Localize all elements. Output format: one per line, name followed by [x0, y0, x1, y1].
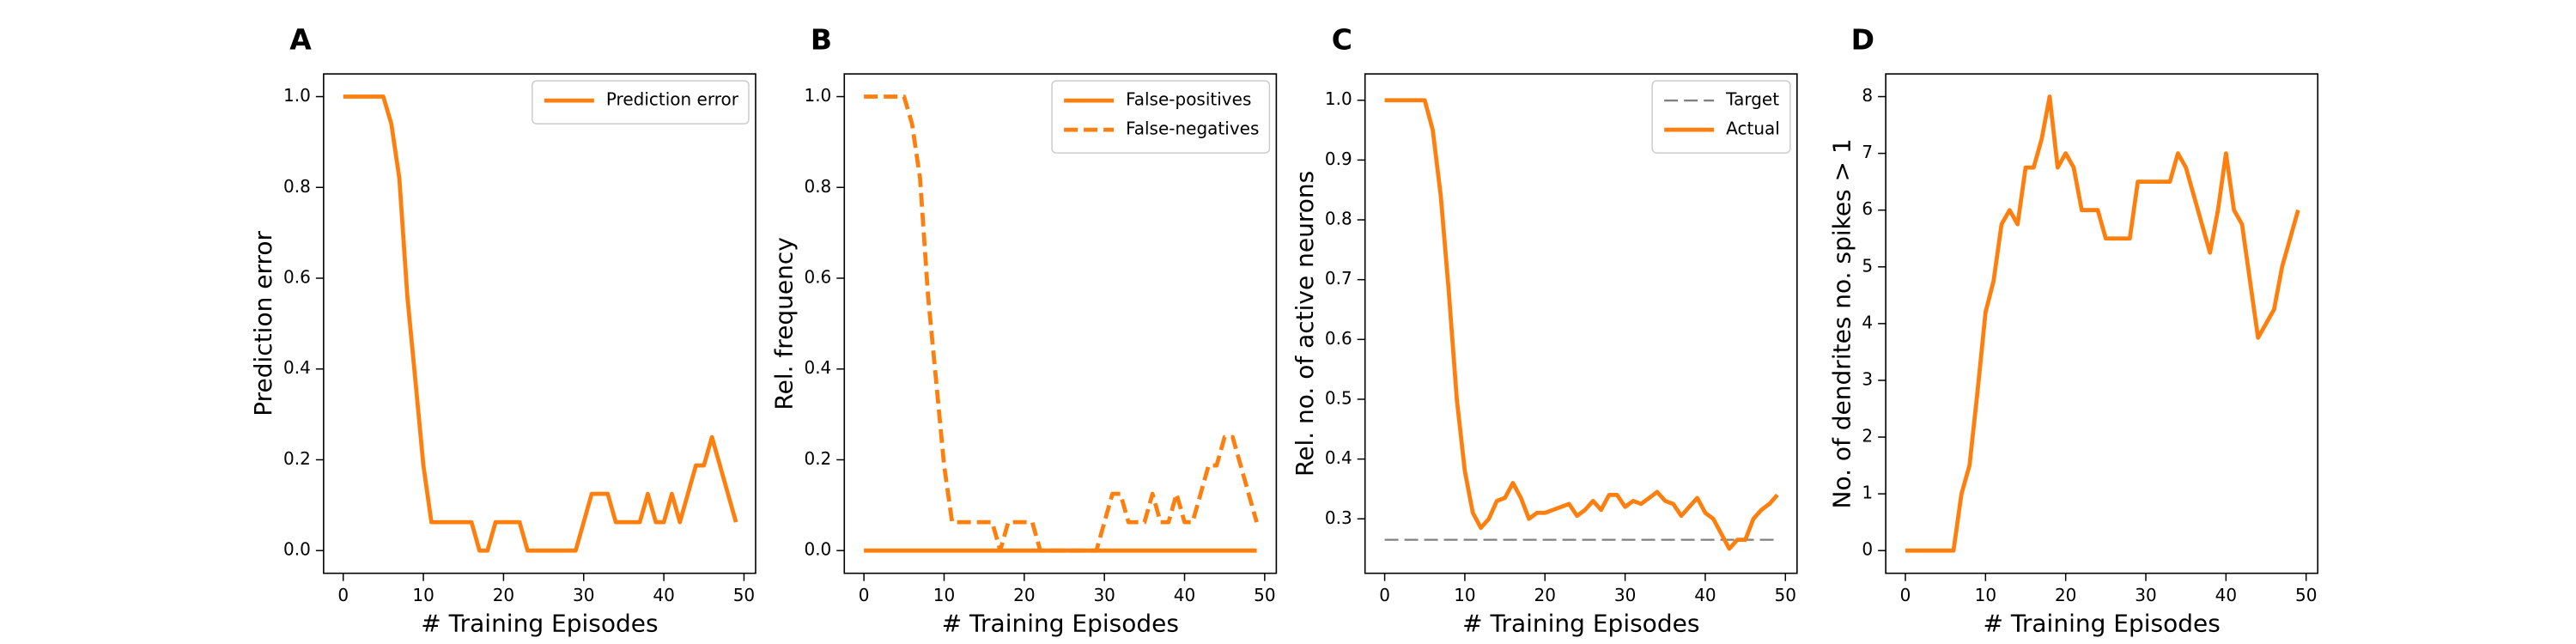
legend-label: False-negatives	[1126, 118, 1259, 139]
x-tick-label: 40	[1694, 585, 1716, 605]
y-tick-label: 1.0	[1325, 88, 1352, 109]
legend-box	[532, 80, 750, 125]
panel: A 0 10 20 30 40 50 0.0 0.2 0.4 0.6 0.8 1.0 # Training…	[249, 22, 756, 638]
x-axis-label: # Training Episodes	[1462, 610, 1699, 638]
y-tick-label: 0.7	[1325, 268, 1352, 289]
x-tick-label: 0	[1900, 585, 1911, 605]
x-tick-label: 50	[2295, 585, 2317, 605]
y-tick-label: 1	[1862, 483, 1873, 503]
legend-label: Target	[1725, 89, 1779, 110]
y-tick-label: 3	[1862, 368, 1873, 389]
x-tick-label: 20	[1534, 585, 1556, 605]
x-tick-label: 50	[1775, 585, 1796, 605]
y-axis-label: Rel. frequency	[769, 237, 798, 410]
y-tick-label: 0.6	[804, 266, 831, 287]
y-tick-label: 0.0	[283, 539, 311, 560]
y-tick-label: 0.9	[1325, 149, 1352, 169]
panel: B 0 10 20 30 40 50 0.0 0.2 0.4 0.6 0.8 1.0 # Training…	[769, 22, 1278, 638]
legend-label: False-positives	[1126, 89, 1251, 110]
legend: False-positives False-negatives	[1051, 80, 1271, 154]
legend: Prediction error	[532, 80, 750, 125]
y-tick-label: 0.8	[283, 176, 311, 197]
y-tick-label: 0.2	[283, 448, 311, 469]
line-series	[864, 94, 1259, 553]
y-tick-label: 0.3	[1325, 507, 1352, 528]
x-tick-label: 10	[1454, 585, 1475, 605]
y-tick-label: 5	[1862, 255, 1873, 276]
y-tick-label: 2	[1862, 426, 1873, 447]
x-tick-label: 10	[1975, 585, 1996, 605]
y-axis-label: Prediction error	[249, 230, 277, 416]
y-tick-label: 0.4	[283, 357, 311, 378]
y-axis-label: No. of dendrites no. spikes > 1	[1827, 138, 1856, 508]
x-axis-label: # Training Episodes	[942, 610, 1179, 638]
y-axis-label: Rel. no. of active neurons	[1291, 171, 1319, 477]
x-tick-label: 20	[1013, 585, 1035, 605]
y-tick-label: 0.8	[804, 176, 831, 197]
legend: Target Actual	[1651, 80, 1791, 154]
x-tick-label: 50	[733, 585, 755, 605]
x-tick-label: 0	[859, 585, 870, 605]
y-tick-label: 0.0	[804, 539, 831, 560]
y-tick-label: 0.4	[1325, 447, 1352, 468]
y-tick-label: 4	[1862, 312, 1873, 332]
panel: D 0 10 20 30 40 50 0 1 2 3 4 5 6 7 8 # Training Episodes…	[1827, 22, 2319, 638]
x-tick-label: 10	[933, 585, 955, 605]
legend-label: Actual	[1726, 118, 1780, 139]
line-series	[1384, 98, 1779, 551]
axes-frame	[843, 73, 1278, 574]
panel-letter: A	[289, 22, 312, 56]
x-tick-label: 40	[2215, 585, 2237, 605]
x-tick-label: 30	[1614, 585, 1636, 605]
axes-frame	[1364, 73, 1798, 574]
x-tick-label: 10	[412, 585, 434, 605]
line-series	[343, 94, 738, 553]
axes-frame	[1885, 73, 2319, 574]
x-tick-label: 30	[573, 585, 594, 605]
y-tick-label: 0.8	[1325, 209, 1352, 229]
legend-label: Prediction error	[606, 89, 739, 110]
x-tick-label: 0	[1379, 585, 1390, 605]
x-tick-label: 30	[1093, 585, 1115, 605]
y-tick-label: 8	[1862, 85, 1873, 106]
x-axis-label: # Training Episodes	[1984, 610, 2221, 638]
y-tick-label: 6	[1862, 198, 1873, 219]
axes-frame	[323, 73, 756, 574]
y-tick-label: 0	[1862, 539, 1873, 560]
y-tick-label: 7	[1862, 142, 1873, 162]
y-tick-label: 0.6	[283, 266, 311, 287]
x-tick-label: 50	[1254, 585, 1275, 605]
x-tick-label: 40	[1174, 585, 1195, 605]
line-series	[1905, 94, 2300, 553]
panel: C 0 10 20 30 40 50 0.3 0.4 0.5 0.6 0.7 0.8 0.9 1.0 # Tr…	[1291, 22, 1798, 638]
x-tick-label: 0	[337, 585, 349, 605]
x-tick-label: 20	[493, 585, 514, 605]
y-tick-label: 1.0	[804, 85, 831, 106]
panel-letter: C	[1332, 22, 1352, 56]
x-tick-label: 30	[2135, 585, 2156, 605]
y-tick-label: 0.6	[1325, 328, 1352, 349]
y-tick-label: 0.5	[1325, 387, 1352, 408]
x-tick-label: 40	[653, 585, 674, 605]
x-axis-label: # Training Episodes	[421, 610, 658, 638]
y-tick-label: 0.2	[804, 448, 831, 469]
y-tick-label: 0.4	[804, 357, 831, 378]
panel-letter: B	[811, 22, 832, 56]
y-tick-label: 1.0	[283, 85, 311, 106]
legend-box	[1651, 80, 1791, 154]
panel-letter: D	[1851, 22, 1874, 56]
x-tick-label: 20	[2055, 585, 2076, 605]
